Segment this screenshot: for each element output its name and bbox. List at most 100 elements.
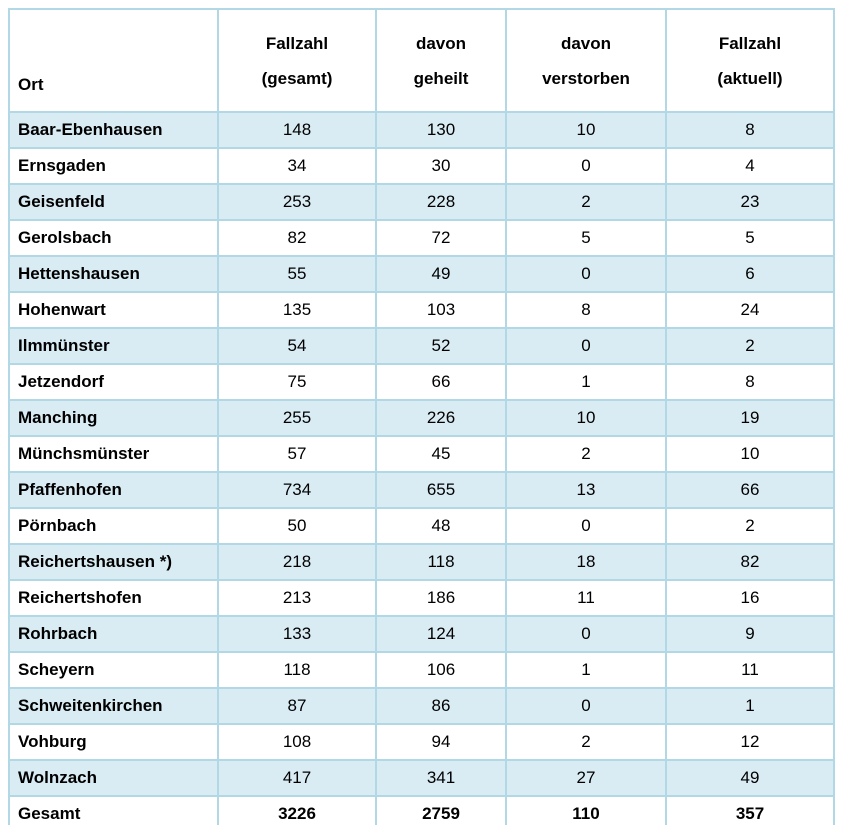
table-row: Vohburg 108 94 2 12 bbox=[8, 723, 835, 761]
cell-davon-verstorben: 0 bbox=[505, 255, 667, 293]
cell-davon-verstorben: 0 bbox=[505, 327, 667, 365]
covid-cases-table: Ort Fallzahl (gesamt) davon geheilt davo… bbox=[8, 8, 835, 825]
table-total-row: Gesamt 3226 2759 110 357 bbox=[8, 795, 835, 825]
cell-fallzahl-gesamt: 75 bbox=[217, 363, 377, 401]
table-row: Gerolsbach 82 72 5 5 bbox=[8, 219, 835, 257]
cell-ort: Wolnzach bbox=[8, 759, 219, 797]
cell-davon-geheilt: 655 bbox=[375, 471, 507, 509]
cell-ort: Rohrbach bbox=[8, 615, 219, 653]
cell-ort: Ilmmünster bbox=[8, 327, 219, 365]
cell-fallzahl-gesamt: 57 bbox=[217, 435, 377, 473]
cell-davon-verstorben: 1 bbox=[505, 651, 667, 689]
cell-fallzahl-aktuell: 82 bbox=[665, 543, 835, 581]
cell-davon-geheilt: 226 bbox=[375, 399, 507, 437]
cell-fallzahl-gesamt: 255 bbox=[217, 399, 377, 437]
cell-davon-verstorben: 2 bbox=[505, 183, 667, 221]
table-row: Geisenfeld 253 228 2 23 bbox=[8, 183, 835, 221]
table-row: Reichertshofen 213 186 11 16 bbox=[8, 579, 835, 617]
cell-fallzahl-aktuell: 357 bbox=[665, 795, 835, 825]
cell-davon-geheilt: 52 bbox=[375, 327, 507, 365]
table-row: Hettenshausen 55 49 0 6 bbox=[8, 255, 835, 293]
cell-fallzahl-aktuell: 8 bbox=[665, 111, 835, 149]
cell-fallzahl-gesamt: 34 bbox=[217, 147, 377, 185]
table-row: Münchsmünster 57 45 2 10 bbox=[8, 435, 835, 473]
cell-davon-geheilt: 106 bbox=[375, 651, 507, 689]
cell-davon-geheilt: 86 bbox=[375, 687, 507, 725]
cell-fallzahl-gesamt: 50 bbox=[217, 507, 377, 545]
cell-fallzahl-aktuell: 12 bbox=[665, 723, 835, 761]
cell-fallzahl-gesamt: 87 bbox=[217, 687, 377, 725]
column-header-davon-verstorben: davon verstorben bbox=[505, 8, 667, 113]
cell-ort: Scheyern bbox=[8, 651, 219, 689]
cell-ort: Baar-Ebenhausen bbox=[8, 111, 219, 149]
cell-davon-verstorben: 8 bbox=[505, 291, 667, 329]
table-row: Ilmmünster 54 52 0 2 bbox=[8, 327, 835, 365]
cell-davon-geheilt: 118 bbox=[375, 543, 507, 581]
cell-davon-geheilt: 72 bbox=[375, 219, 507, 257]
cell-davon-geheilt: 49 bbox=[375, 255, 507, 293]
cell-davon-verstorben: 11 bbox=[505, 579, 667, 617]
table-row: Pörnbach 50 48 0 2 bbox=[8, 507, 835, 545]
cell-ort: Schweitenkirchen bbox=[8, 687, 219, 725]
cell-ort: Gesamt bbox=[8, 795, 219, 825]
cell-davon-verstorben: 18 bbox=[505, 543, 667, 581]
column-header-fallzahl-gesamt-line1: Fallzahl bbox=[265, 33, 329, 53]
cell-fallzahl-gesamt: 135 bbox=[217, 291, 377, 329]
cell-fallzahl-aktuell: 66 bbox=[665, 471, 835, 509]
column-header-davon-geheilt-line2: geheilt bbox=[413, 68, 469, 88]
table-row: Ernsgaden 34 30 0 4 bbox=[8, 147, 835, 185]
cell-davon-geheilt: 228 bbox=[375, 183, 507, 221]
cell-ort: Reichertshausen *) bbox=[8, 543, 219, 581]
cell-ort: Pfaffenhofen bbox=[8, 471, 219, 509]
cell-davon-verstorben: 0 bbox=[505, 507, 667, 545]
table-header: Ort Fallzahl (gesamt) davon geheilt davo… bbox=[8, 8, 835, 113]
cell-ort: Pörnbach bbox=[8, 507, 219, 545]
cell-fallzahl-gesamt: 734 bbox=[217, 471, 377, 509]
cell-fallzahl-gesamt: 82 bbox=[217, 219, 377, 257]
cell-fallzahl-aktuell: 16 bbox=[665, 579, 835, 617]
cell-fallzahl-aktuell: 19 bbox=[665, 399, 835, 437]
cell-ort: Geisenfeld bbox=[8, 183, 219, 221]
column-header-ort: Ort bbox=[8, 8, 219, 113]
cell-davon-geheilt: 103 bbox=[375, 291, 507, 329]
cell-ort: Münchsmünster bbox=[8, 435, 219, 473]
header-row: Ort Fallzahl (gesamt) davon geheilt davo… bbox=[8, 8, 835, 113]
cell-fallzahl-aktuell: 5 bbox=[665, 219, 835, 257]
cell-davon-verstorben: 0 bbox=[505, 687, 667, 725]
cell-davon-geheilt: 30 bbox=[375, 147, 507, 185]
column-header-fallzahl-gesamt: Fallzahl (gesamt) bbox=[217, 8, 377, 113]
table-body: Baar-Ebenhausen 148 130 10 8 Ernsgaden 3… bbox=[8, 111, 835, 825]
cell-davon-verstorben: 0 bbox=[505, 615, 667, 653]
table-row: Rohrbach 133 124 0 9 bbox=[8, 615, 835, 653]
cell-davon-verstorben: 13 bbox=[505, 471, 667, 509]
cell-davon-geheilt: 130 bbox=[375, 111, 507, 149]
cell-fallzahl-aktuell: 23 bbox=[665, 183, 835, 221]
cell-davon-geheilt: 186 bbox=[375, 579, 507, 617]
cell-fallzahl-gesamt: 253 bbox=[217, 183, 377, 221]
column-header-davon-geheilt-line1: davon bbox=[415, 33, 467, 53]
cell-fallzahl-aktuell: 8 bbox=[665, 363, 835, 401]
cell-ort: Vohburg bbox=[8, 723, 219, 761]
cell-fallzahl-gesamt: 148 bbox=[217, 111, 377, 149]
cell-fallzahl-gesamt: 54 bbox=[217, 327, 377, 365]
column-header-davon-verstorben-line2: verstorben bbox=[542, 68, 630, 88]
cell-fallzahl-aktuell: 10 bbox=[665, 435, 835, 473]
column-header-fallzahl-aktuell: Fallzahl (aktuell) bbox=[665, 8, 835, 113]
cell-fallzahl-aktuell: 9 bbox=[665, 615, 835, 653]
cell-fallzahl-gesamt: 3226 bbox=[217, 795, 377, 825]
cell-fallzahl-gesamt: 133 bbox=[217, 615, 377, 653]
cell-fallzahl-aktuell: 2 bbox=[665, 327, 835, 365]
column-header-ort-label: Ort bbox=[18, 75, 44, 94]
cell-ort: Ernsgaden bbox=[8, 147, 219, 185]
table-row: Reichertshausen *) 218 118 18 82 bbox=[8, 543, 835, 581]
cell-fallzahl-aktuell: 24 bbox=[665, 291, 835, 329]
table-row: Schweitenkirchen 87 86 0 1 bbox=[8, 687, 835, 725]
cell-fallzahl-aktuell: 11 bbox=[665, 651, 835, 689]
cell-davon-geheilt: 66 bbox=[375, 363, 507, 401]
cell-davon-geheilt: 2759 bbox=[375, 795, 507, 825]
cell-fallzahl-gesamt: 218 bbox=[217, 543, 377, 581]
cell-davon-verstorben: 2 bbox=[505, 435, 667, 473]
column-header-davon-verstorben-line1: davon bbox=[560, 33, 612, 53]
table-row: Hohenwart 135 103 8 24 bbox=[8, 291, 835, 329]
cell-davon-verstorben: 2 bbox=[505, 723, 667, 761]
